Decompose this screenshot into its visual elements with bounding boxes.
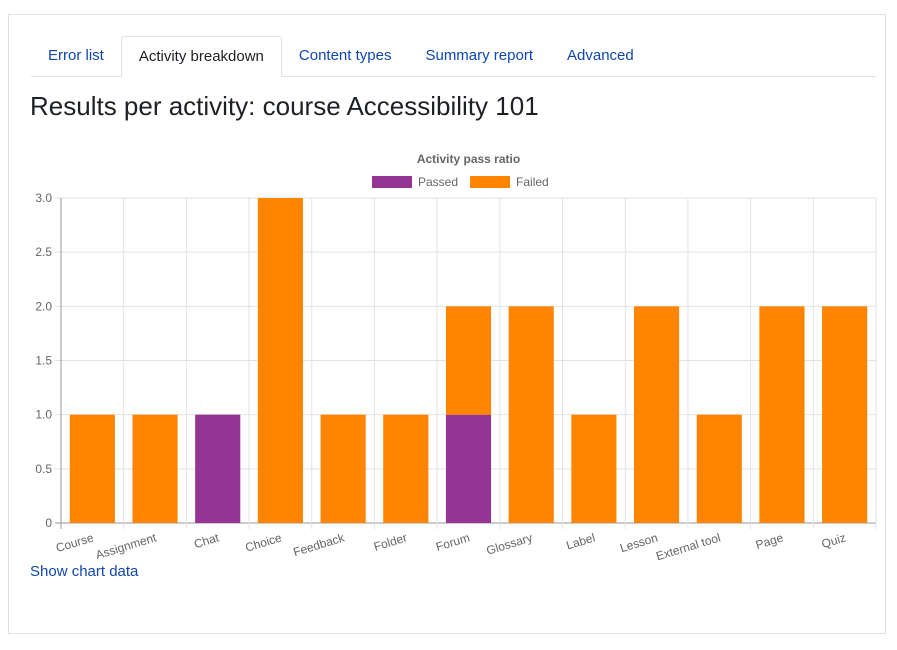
bar-failed-glossary bbox=[508, 306, 554, 523]
x-tick-label: Course bbox=[54, 530, 95, 555]
x-tick-label: External tool bbox=[654, 530, 722, 563]
bar-failed-feedback bbox=[320, 414, 366, 523]
bar-failed-choice bbox=[257, 198, 303, 523]
chart-title: Activity pass ratio bbox=[417, 152, 520, 166]
report-card: Error list Activity breakdown Content ty… bbox=[8, 14, 886, 634]
x-tick-label: Choice bbox=[243, 530, 283, 554]
x-tick-label: Feedback bbox=[291, 530, 346, 559]
bar-failed-lesson bbox=[634, 306, 680, 523]
legend-swatch-passed bbox=[372, 176, 412, 188]
x-tick-label: Label bbox=[565, 530, 597, 552]
x-tick-label: Folder bbox=[372, 530, 409, 553]
bar-failed-folder bbox=[383, 414, 429, 523]
y-tick-label: 1.0 bbox=[35, 408, 52, 422]
y-tick-label: 0.5 bbox=[35, 462, 52, 476]
show-chart-data-link[interactable]: Show chart data bbox=[30, 563, 139, 580]
legend-label-passed: Passed bbox=[418, 175, 458, 189]
legend-swatch-failed bbox=[470, 176, 511, 188]
bar-failed-external-tool bbox=[696, 414, 742, 523]
x-tick-label: Page bbox=[754, 530, 785, 552]
x-tick-label: Glossary bbox=[485, 530, 534, 557]
tab-error-list[interactable]: Error list bbox=[48, 47, 104, 64]
x-tick-label: Quiz bbox=[820, 530, 848, 551]
bar-failed-label bbox=[571, 414, 617, 523]
y-tick-label: 3.0 bbox=[35, 191, 52, 205]
bar-failed-course bbox=[69, 414, 115, 523]
report-tabs: Error list Activity breakdown Content ty… bbox=[31, 36, 876, 77]
bar-failed-assignment bbox=[132, 414, 178, 523]
tab-content-types[interactable]: Content types bbox=[298, 47, 392, 64]
bar-failed-page bbox=[759, 306, 805, 523]
bar-failed-quiz bbox=[822, 306, 868, 523]
bar-failed-forum bbox=[445, 306, 492, 415]
bar-passed-chat bbox=[195, 414, 241, 523]
x-tick-label: Forum bbox=[434, 530, 471, 554]
x-tick-label: Assignment bbox=[94, 530, 159, 562]
x-tick-label: Chat bbox=[192, 530, 221, 551]
tab-advanced[interactable]: Advanced bbox=[567, 47, 634, 64]
y-tick-label: 2.5 bbox=[35, 245, 52, 259]
bar-passed-forum bbox=[445, 414, 492, 523]
legend-label-failed: Failed bbox=[516, 175, 549, 189]
page-title: Results per activity: course Accessibili… bbox=[30, 91, 539, 121]
tab-summary-report[interactable]: Summary report bbox=[425, 47, 533, 64]
tab-activity-breakdown[interactable]: Activity breakdown bbox=[120, 36, 282, 77]
y-tick-label: 2.0 bbox=[35, 299, 52, 313]
y-tick-label: 1.5 bbox=[35, 354, 52, 368]
x-tick-label: Lesson bbox=[618, 530, 659, 555]
activity-pass-ratio-chart: Activity pass ratio Passed Failed 0 0.5 1.0 1.… bbox=[35, 152, 877, 563]
y-tick-label: 0 bbox=[45, 516, 52, 530]
